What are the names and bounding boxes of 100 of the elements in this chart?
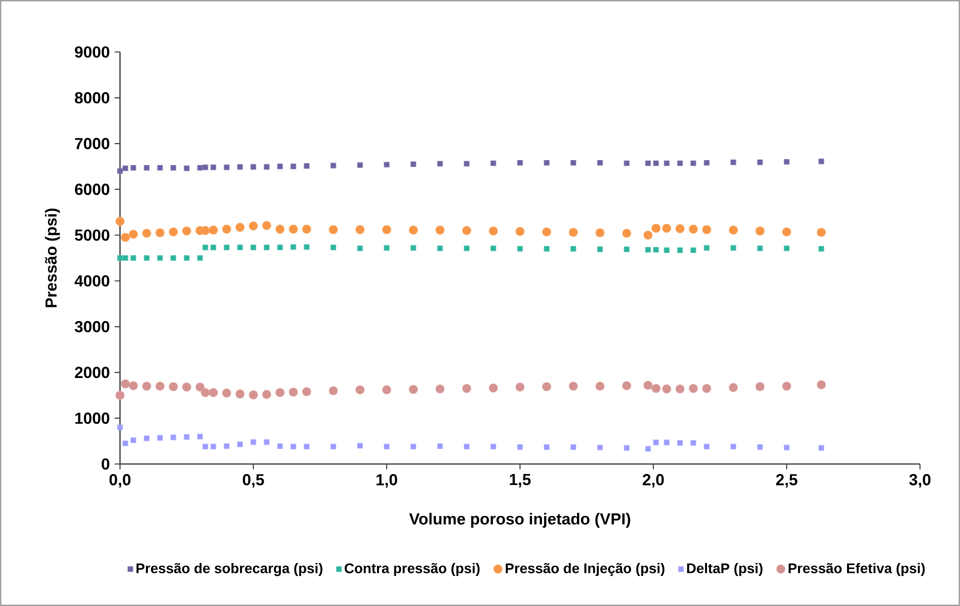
point — [818, 158, 824, 164]
point — [755, 226, 765, 236]
point — [384, 245, 390, 251]
point — [224, 164, 230, 170]
point — [290, 244, 296, 250]
point — [382, 225, 392, 234]
point — [122, 255, 128, 261]
point — [653, 160, 659, 166]
point — [570, 160, 576, 166]
point — [662, 384, 672, 394]
point — [704, 160, 710, 166]
point — [410, 161, 416, 167]
point — [643, 230, 653, 240]
point — [597, 160, 603, 166]
point — [690, 160, 696, 166]
point — [200, 388, 210, 398]
legend-label: DeltaP (psi) — [687, 562, 762, 576]
point — [435, 384, 445, 394]
point — [250, 164, 256, 170]
legend-label: Contra pressão (psi) — [344, 562, 480, 576]
point — [357, 162, 363, 168]
y-tick-label: 5000 — [74, 229, 110, 241]
point — [488, 383, 498, 393]
point — [568, 382, 578, 391]
y-tick-label: 0 — [102, 458, 110, 470]
point — [595, 228, 605, 238]
point — [645, 446, 651, 452]
point — [237, 442, 243, 448]
point — [755, 382, 765, 392]
point — [202, 444, 208, 450]
point — [542, 227, 552, 236]
point — [568, 228, 578, 237]
point — [757, 160, 763, 166]
point — [544, 444, 550, 450]
point — [115, 390, 125, 400]
point — [757, 444, 763, 450]
point — [704, 444, 710, 450]
point — [728, 383, 738, 392]
point — [184, 255, 190, 261]
point — [490, 246, 496, 252]
point — [304, 163, 310, 169]
point — [664, 247, 670, 254]
point — [264, 244, 270, 250]
y-tick-label: 1000 — [75, 412, 110, 424]
point — [264, 439, 270, 445]
x-tick-label: 1,5 — [510, 474, 531, 488]
point — [117, 424, 123, 430]
point — [195, 382, 205, 392]
point — [155, 228, 165, 238]
point — [155, 382, 165, 391]
point — [277, 443, 283, 449]
point — [782, 227, 792, 236]
point — [170, 255, 176, 261]
point — [597, 444, 603, 450]
point — [645, 160, 651, 166]
point — [122, 165, 128, 172]
point — [275, 224, 285, 234]
point — [816, 228, 826, 237]
point — [182, 382, 192, 392]
point — [142, 228, 152, 238]
point — [210, 164, 216, 170]
point — [157, 255, 163, 261]
y-tick-label: 9000 — [74, 46, 110, 58]
point — [290, 444, 296, 450]
y-axis-title: Pressão (psi) — [44, 208, 60, 308]
point — [237, 244, 243, 250]
point — [437, 246, 443, 252]
point — [757, 246, 763, 252]
point — [645, 246, 651, 253]
point — [128, 381, 138, 390]
point — [200, 226, 210, 236]
x-tick-label: 3,0 — [909, 474, 930, 488]
y-tick-label: 4000 — [74, 275, 110, 287]
point — [277, 244, 283, 250]
point — [384, 444, 390, 450]
point — [677, 247, 683, 254]
point — [355, 225, 365, 234]
point — [120, 379, 130, 388]
point — [157, 435, 163, 441]
point — [250, 439, 256, 445]
x-tick-label: 1,0 — [376, 474, 398, 488]
point — [130, 255, 136, 261]
point — [664, 440, 670, 446]
point — [330, 162, 336, 168]
point — [490, 444, 496, 450]
point — [464, 160, 470, 166]
point — [784, 444, 790, 450]
point — [677, 160, 683, 166]
x-axis-title: Volume poroso injetado (VPI) — [409, 512, 630, 528]
point — [408, 384, 418, 394]
point — [595, 382, 605, 391]
point — [570, 444, 576, 450]
point — [384, 162, 390, 168]
point — [464, 246, 470, 252]
point — [435, 226, 445, 235]
point — [144, 165, 150, 171]
point — [115, 216, 125, 226]
legend-label: Pressão Efetiva (psi) — [788, 562, 925, 576]
point — [643, 380, 653, 390]
point — [651, 384, 661, 393]
